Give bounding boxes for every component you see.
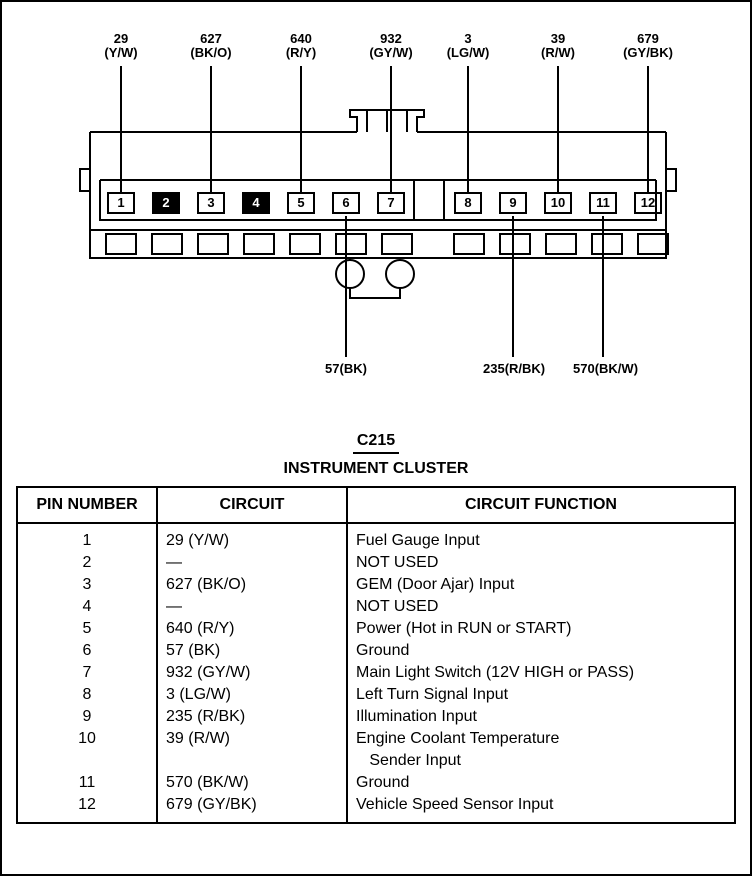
cell-pin: 8 — [17, 684, 157, 706]
pin-10: 10 — [544, 192, 572, 214]
cell-pin: 3 — [17, 574, 157, 596]
bottom-wire-pin-11 — [602, 216, 604, 357]
cell-circuit: 39 (R/W) — [157, 728, 347, 750]
table-row: 5640 (R/Y)Power (Hot in RUN or START) — [17, 618, 735, 640]
cell-function: NOT USED — [347, 552, 735, 574]
cell-function: Fuel Gauge Input — [347, 523, 735, 552]
cell-pin: 1 — [17, 523, 157, 552]
top-wire-pin-12 — [647, 66, 649, 192]
cell-function: Engine Coolant Temperature — [347, 728, 735, 750]
top-wire-pin-7 — [390, 66, 392, 192]
pin-7: 7 — [377, 192, 405, 214]
table-row: 12679 (GY/BK)Vehicle Speed Sensor Input — [17, 794, 735, 823]
cell-circuit: 679 (GY/BK) — [157, 794, 347, 823]
cell-function: Ground — [347, 772, 735, 794]
bottom-label-pin-11: 570(BK/W) — [573, 362, 633, 376]
connector-code: C215 — [353, 432, 399, 454]
top-label-pin-8: 3(LG/W) — [438, 32, 498, 61]
table-row: 1039 (R/W)Engine Coolant Temperature — [17, 728, 735, 750]
table-row: 7932 (GY/W)Main Light Switch (12V HIGH o… — [17, 662, 735, 684]
title-block: C215 INSTRUMENT CLUSTER — [2, 432, 750, 478]
table-row: 83 (LG/W)Left Turn Signal Input — [17, 684, 735, 706]
cell-circuit: 932 (GY/W) — [157, 662, 347, 684]
connector-diagram: 123456789101112 29(Y/W)627(BK/O)640(R/Y)… — [2, 2, 750, 432]
table-row: 11570 (BK/W)Ground — [17, 772, 735, 794]
cell-function: Main Light Switch (12V HIGH or PASS) — [347, 662, 735, 684]
cell-function: Sender Input — [347, 750, 735, 772]
cell-pin: 6 — [17, 640, 157, 662]
table-row: 129 (Y/W)Fuel Gauge Input — [17, 523, 735, 552]
cell-circuit: 235 (R/BK) — [157, 706, 347, 728]
pin-9: 9 — [499, 192, 527, 214]
cell-function: NOT USED — [347, 596, 735, 618]
cell-pin: 7 — [17, 662, 157, 684]
cell-circuit: — — [157, 596, 347, 618]
top-label-pin-1: 29(Y/W) — [91, 32, 151, 61]
table-row: Sender Input — [17, 750, 735, 772]
bottom-wire-pin-9 — [512, 216, 514, 357]
pin-2: 2 — [152, 192, 180, 214]
cell-pin: 9 — [17, 706, 157, 728]
cell-function: Left Turn Signal Input — [347, 684, 735, 706]
cell-pin — [17, 750, 157, 772]
table-row: 4—NOT USED — [17, 596, 735, 618]
cell-circuit: 29 (Y/W) — [157, 523, 347, 552]
top-label-pin-5: 640(R/Y) — [271, 32, 331, 61]
cell-function: Vehicle Speed Sensor Input — [347, 794, 735, 823]
cell-pin: 11 — [17, 772, 157, 794]
top-wire-pin-1 — [120, 66, 122, 192]
cell-pin: 4 — [17, 596, 157, 618]
connector-outline — [2, 2, 752, 432]
col-pin-header: PIN NUMBER — [17, 487, 157, 523]
page: 123456789101112 29(Y/W)627(BK/O)640(R/Y)… — [0, 0, 752, 876]
pin-12: 12 — [634, 192, 662, 214]
cell-pin: 5 — [17, 618, 157, 640]
top-wire-pin-3 — [210, 66, 212, 192]
top-label-pin-10: 39(R/W) — [528, 32, 588, 61]
bottom-label-pin-6: 57(BK) — [316, 362, 376, 376]
pin-4: 4 — [242, 192, 270, 214]
pin-3: 3 — [197, 192, 225, 214]
connector-name: INSTRUMENT CLUSTER — [284, 460, 469, 477]
col-function-header: CIRCUIT FUNCTION — [347, 487, 735, 523]
pin-8: 8 — [454, 192, 482, 214]
cell-function: Ground — [347, 640, 735, 662]
top-label-pin-7: 932(GY/W) — [361, 32, 421, 61]
table-body: 129 (Y/W)Fuel Gauge Input2—NOT USED3627 … — [17, 523, 735, 823]
table-row: 9235 (R/BK)Illumination Input — [17, 706, 735, 728]
cell-pin: 2 — [17, 552, 157, 574]
cell-function: GEM (Door Ajar) Input — [347, 574, 735, 596]
top-label-pin-12: 679(GY/BK) — [618, 32, 678, 61]
bottom-label-pin-9: 235(R/BK) — [483, 362, 543, 376]
table-row: 657 (BK)Ground — [17, 640, 735, 662]
table-row: 3627 (BK/O)GEM (Door Ajar) Input — [17, 574, 735, 596]
cell-function: Power (Hot in RUN or START) — [347, 618, 735, 640]
pin-11: 11 — [589, 192, 617, 214]
col-circuit-header: CIRCUIT — [157, 487, 347, 523]
cell-circuit: 57 (BK) — [157, 640, 347, 662]
cell-circuit: 570 (BK/W) — [157, 772, 347, 794]
cell-pin: 12 — [17, 794, 157, 823]
cell-circuit: 3 (LG/W) — [157, 684, 347, 706]
pinout-table: PIN NUMBER CIRCUIT CIRCUIT FUNCTION 129 … — [16, 486, 736, 824]
table-row: 2—NOT USED — [17, 552, 735, 574]
pin-6: 6 — [332, 192, 360, 214]
top-wire-pin-10 — [557, 66, 559, 192]
top-wire-pin-5 — [300, 66, 302, 192]
cell-function: Illumination Input — [347, 706, 735, 728]
cell-circuit: 640 (R/Y) — [157, 618, 347, 640]
top-label-pin-3: 627(BK/O) — [181, 32, 241, 61]
cell-circuit: — — [157, 552, 347, 574]
bottom-wire-pin-6 — [345, 216, 347, 357]
cell-pin: 10 — [17, 728, 157, 750]
top-wire-pin-8 — [467, 66, 469, 192]
cell-circuit — [157, 750, 347, 772]
pin-5: 5 — [287, 192, 315, 214]
cell-circuit: 627 (BK/O) — [157, 574, 347, 596]
pin-1: 1 — [107, 192, 135, 214]
